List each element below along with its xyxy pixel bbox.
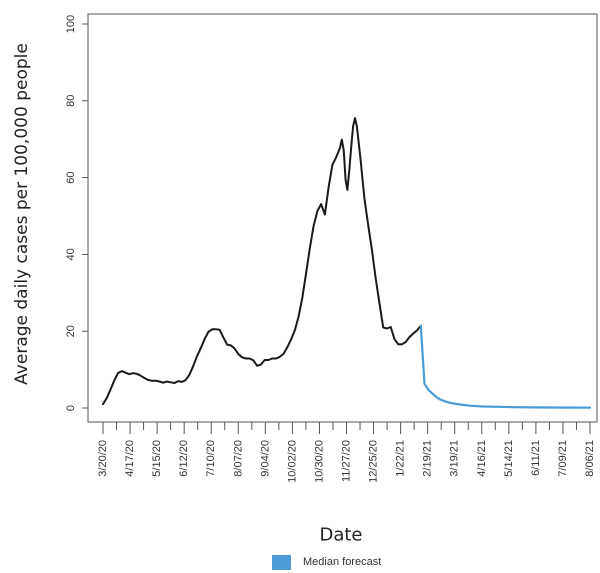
x-tick-label: 5/15/20 bbox=[151, 440, 163, 477]
x-tick-label: 11/27/20 bbox=[341, 440, 353, 482]
x-tick-label: 7/09/21 bbox=[557, 440, 569, 477]
x-tick-label: 10/30/20 bbox=[313, 440, 325, 483]
x-tick-label: 4/16/21 bbox=[476, 440, 488, 477]
x-tick-label: 8/06/21 bbox=[584, 440, 596, 477]
x-tick-label: 5/14/21 bbox=[503, 440, 515, 477]
x-tick-label: 10/02/20 bbox=[286, 440, 298, 483]
y-tick-label: 100 bbox=[65, 15, 77, 33]
y-tick-label: 80 bbox=[65, 95, 77, 107]
observed-cases-line bbox=[102, 117, 422, 406]
y-tick-label: 20 bbox=[65, 325, 77, 337]
y-tick-label: 60 bbox=[65, 171, 77, 183]
x-tick-label: 8/07/20 bbox=[232, 440, 244, 477]
y-tick-label: 40 bbox=[65, 248, 77, 260]
legend-label-median-forecast: Median forecast bbox=[303, 556, 382, 568]
x-tick-label: 6/12/20 bbox=[178, 440, 190, 477]
x-axis-title: Date bbox=[319, 525, 362, 546]
x-tick-label: 3/20/20 bbox=[97, 440, 109, 477]
y-tick-label: 0 bbox=[65, 405, 77, 411]
x-tick-label: 3/19/21 bbox=[449, 440, 461, 477]
plot-frame bbox=[87, 13, 598, 423]
y-axis-title: Average daily cases per 100,000 people bbox=[12, 43, 32, 385]
x-tick-label: 7/10/20 bbox=[205, 440, 217, 477]
x-tick-label: 1/22/21 bbox=[395, 440, 407, 477]
chart-legend: Median forecast bbox=[272, 554, 381, 570]
x-tick-label: 2/19/21 bbox=[422, 440, 434, 477]
x-tick-label: 6/11/21 bbox=[530, 440, 542, 476]
x-tick-label: 4/17/20 bbox=[124, 440, 136, 477]
median-forecast-line bbox=[419, 324, 592, 409]
x-tick-label: 9/04/20 bbox=[259, 440, 271, 477]
legend-swatch-median-forecast bbox=[272, 554, 291, 570]
x-tick-label: 12/25/20 bbox=[368, 440, 380, 483]
